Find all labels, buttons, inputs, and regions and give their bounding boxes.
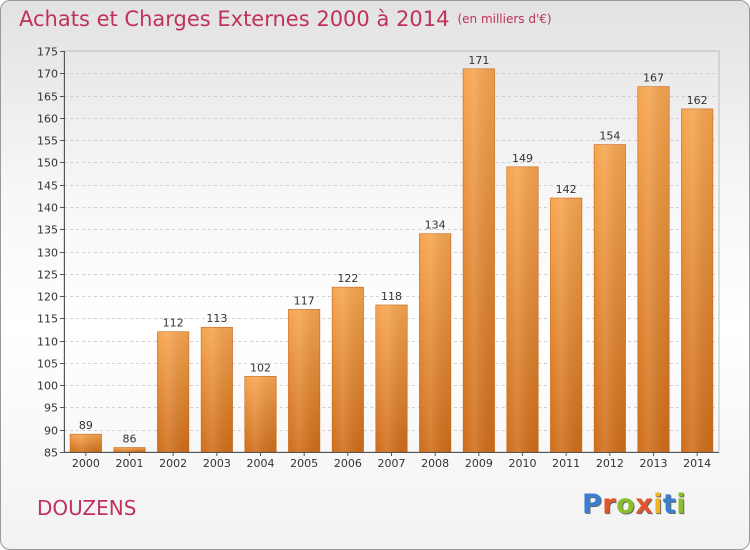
bar-shine <box>681 108 713 452</box>
bar-value-label: 102 <box>250 361 271 374</box>
bar-shine <box>201 327 233 452</box>
bar-shine <box>550 198 582 452</box>
bar-shine <box>70 434 102 452</box>
y-tick-label: 115 <box>37 313 58 326</box>
y-tick-label: 160 <box>37 113 58 126</box>
x-tick-label: 2005 <box>290 457 318 470</box>
y-tick-label: 100 <box>37 380 58 393</box>
bar-value-label: 117 <box>294 294 315 307</box>
y-tick-label: 110 <box>37 336 58 349</box>
bar-shine <box>157 331 189 452</box>
y-tick-label: 95 <box>44 402 58 415</box>
bar-value-label: 162 <box>687 94 708 107</box>
chart-title: Achats et Charges Externes 2000 à 2014 (e… <box>19 7 552 31</box>
x-tick-label: 2001 <box>116 457 144 470</box>
bars: 89 86 112 113 102 117 122 118 134 171 149 142 154 167… <box>69 54 714 453</box>
y-tick-label: 135 <box>37 224 58 237</box>
bar-shine <box>637 86 670 453</box>
x-tick-label: 2008 <box>421 457 449 470</box>
x-tick-label: 2011 <box>552 457 580 470</box>
bar-shine <box>375 304 408 452</box>
x-tick-label: 2003 <box>203 457 231 470</box>
bar-shine <box>594 144 626 453</box>
logo-letter: o <box>616 489 636 520</box>
y-tick-label: 175 <box>37 46 58 59</box>
bar-value-label: 122 <box>337 272 358 285</box>
x-tick-label: 2006 <box>334 457 362 470</box>
y-axis: 85 90 95 100 105 110 115 120 125 130 135 140 145 150 1… <box>37 46 65 460</box>
x-axis: 2000 2001 2002 2003 2004 2005 2006 2007 2008 2009… <box>64 452 719 470</box>
y-tick-label: 150 <box>37 157 58 170</box>
commune-name: DOUZENS <box>37 496 137 520</box>
bar-shine <box>419 233 451 452</box>
bar-value-label: 89 <box>79 419 93 432</box>
x-tick-label: 2000 <box>72 457 100 470</box>
x-tick-label: 2004 <box>247 457 275 470</box>
chart-title-text: Achats et Charges Externes 2000 à 2014 <box>19 7 450 31</box>
bar-shine <box>506 166 539 452</box>
y-tick-label: 125 <box>37 269 58 282</box>
logo-letter: P <box>582 489 603 520</box>
y-tick-label: 145 <box>37 180 58 193</box>
logo-letter: i <box>676 489 687 520</box>
x-tick-label: 2002 <box>159 457 187 470</box>
y-tick-label: 170 <box>37 68 58 81</box>
bar-shine <box>332 287 364 452</box>
proxiti-logo[interactable]: Proxiti <box>582 489 686 520</box>
chart-unit: (en milliers d'€) <box>457 12 552 26</box>
y-tick-label: 130 <box>37 247 58 260</box>
bar-value-label: 171 <box>468 54 489 67</box>
x-tick-label: 2013 <box>640 457 668 470</box>
logo-letter: r <box>602 489 617 520</box>
y-tick-label: 155 <box>37 135 58 148</box>
x-tick-label: 2012 <box>596 457 624 470</box>
bar-shine <box>463 68 495 453</box>
bar-value-label: 86 <box>123 433 137 446</box>
bar-shine <box>288 309 320 452</box>
y-tick-label: 105 <box>37 358 58 371</box>
y-tick-label: 90 <box>44 425 58 438</box>
logo-letter: t <box>662 489 677 520</box>
logo-letter: i <box>653 489 663 520</box>
y-tick-label: 140 <box>37 202 58 215</box>
bar-value-label: 112 <box>163 317 184 330</box>
bar-value-label: 167 <box>643 72 664 85</box>
x-tick-label: 2007 <box>378 457 406 470</box>
x-tick-label: 2014 <box>683 457 711 470</box>
y-tick-label: 85 <box>44 447 58 460</box>
x-tick-label: 2010 <box>509 457 537 470</box>
bar-value-label: 149 <box>512 152 533 165</box>
bar-shine <box>113 447 146 452</box>
bar-value-label: 154 <box>599 130 620 143</box>
bar-value-label: 118 <box>381 290 402 303</box>
y-tick-label: 120 <box>37 291 58 304</box>
bar-value-label: 142 <box>556 183 577 196</box>
x-tick-label: 2009 <box>465 457 493 470</box>
y-tick-label: 165 <box>37 91 58 104</box>
bar-value-label: 113 <box>206 312 227 325</box>
bar-value-label: 134 <box>425 219 446 232</box>
bar-shine <box>244 376 277 452</box>
logo-letter: x <box>635 489 654 520</box>
